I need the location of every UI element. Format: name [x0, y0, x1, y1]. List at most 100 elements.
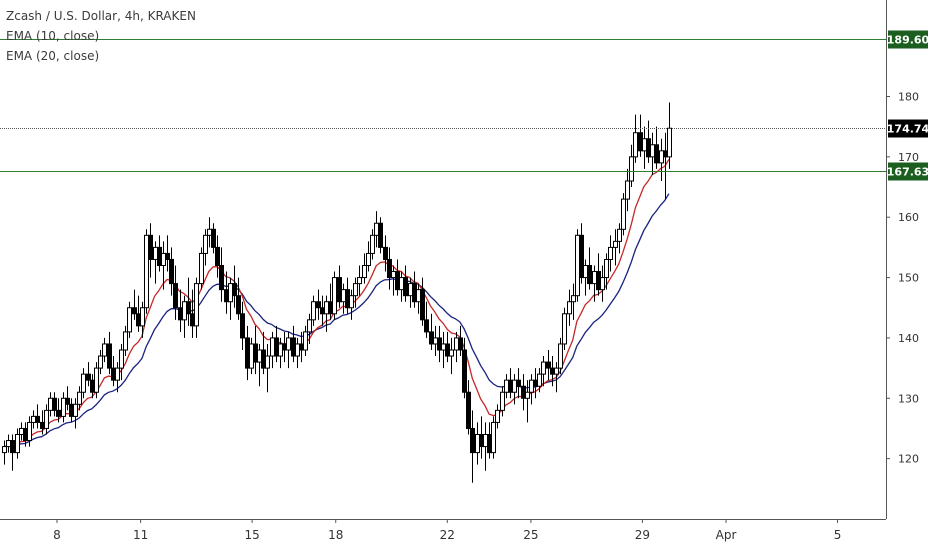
candle-up	[571, 295, 576, 303]
y-tick-label: 170	[898, 151, 919, 164]
candle-down	[86, 373, 91, 381]
candle-down	[470, 427, 475, 454]
candle-up	[366, 252, 371, 267]
candle-up	[583, 265, 588, 279]
candle-down	[337, 277, 342, 303]
candle-down	[320, 307, 325, 315]
candle-up	[270, 337, 275, 357]
candle-down	[646, 138, 651, 158]
x-tick-label: 5	[834, 528, 842, 542]
candle-up	[625, 180, 630, 200]
candle-down	[420, 289, 425, 321]
candle-up	[613, 240, 618, 248]
price-label: 167.63	[887, 166, 929, 179]
candle-up	[2, 446, 7, 454]
candle-up	[504, 379, 509, 393]
candle-up	[667, 127, 672, 158]
candle-up	[73, 403, 78, 417]
candle-down	[638, 132, 643, 152]
candle-up	[621, 198, 626, 230]
candle-up	[295, 343, 300, 357]
candle-down	[245, 337, 250, 369]
candle-up	[541, 361, 546, 375]
candle-up	[500, 391, 505, 411]
x-tick-label: 29	[635, 528, 650, 542]
candle-down	[240, 313, 245, 339]
candle-down	[236, 295, 241, 315]
candle-up	[61, 397, 66, 417]
candle-up	[604, 258, 609, 279]
candle-down	[387, 258, 392, 279]
candle-up	[341, 289, 346, 303]
candle-down	[215, 246, 220, 266]
candle-up	[249, 343, 254, 369]
candle-up	[349, 295, 354, 309]
candle-up	[307, 319, 312, 333]
candle-down	[378, 222, 383, 248]
candle-down	[596, 271, 601, 291]
candle-up	[558, 343, 563, 369]
price-label: 174.74	[887, 123, 930, 136]
candle-down	[274, 337, 279, 357]
candle-down	[253, 343, 258, 363]
candle-down	[445, 343, 450, 357]
candle-up	[642, 138, 647, 152]
candle-down	[466, 391, 471, 429]
candle-down	[224, 289, 229, 303]
candle-up	[115, 367, 120, 381]
candle-down	[282, 343, 287, 351]
candle-down	[136, 313, 141, 327]
candle-up	[491, 421, 496, 454]
candle-up	[102, 343, 107, 357]
candle-up	[391, 271, 396, 279]
candle-up	[278, 343, 283, 357]
candle-down	[90, 379, 95, 393]
y-tick-label: 150	[898, 272, 919, 285]
candle-up	[512, 379, 517, 393]
candle-down	[654, 144, 659, 164]
candle-up	[182, 301, 187, 321]
candle-down	[429, 331, 434, 345]
candle-up	[353, 283, 358, 297]
x-tick-label: 11	[133, 528, 148, 542]
candle-up	[27, 421, 32, 442]
candle-up	[161, 252, 166, 267]
candle-up	[119, 349, 124, 369]
candle-down	[516, 379, 521, 387]
candle-up	[659, 150, 664, 164]
candle-up	[357, 277, 362, 285]
candle-down	[316, 301, 321, 309]
candle-up	[650, 144, 655, 158]
candle-up	[77, 391, 82, 405]
candle-down	[521, 385, 526, 399]
candle-down	[437, 337, 442, 351]
candle-up	[575, 234, 580, 297]
y-tick-label: 120	[898, 453, 919, 466]
candle-up	[15, 434, 20, 454]
candle-up	[19, 427, 24, 436]
candle-down	[157, 246, 162, 266]
candle-down	[169, 258, 174, 285]
candle-up	[199, 252, 204, 285]
candle-down	[383, 246, 388, 260]
y-tick-label: 180	[898, 91, 919, 104]
legend-title: Zcash / U.S. Dollar, 4h, KRAKEN	[6, 9, 196, 23]
candle-down	[178, 307, 183, 321]
candle-up	[140, 307, 145, 327]
candle-down	[261, 349, 266, 369]
candle-down	[508, 379, 513, 393]
candle-down	[219, 265, 224, 291]
candle-up	[332, 277, 337, 315]
candle-up	[617, 228, 622, 242]
candle-up	[408, 283, 413, 297]
candle-down	[403, 277, 408, 297]
candle-down	[462, 349, 467, 393]
candle-down	[23, 427, 28, 442]
candle-up	[629, 156, 634, 182]
price-label: 189.60	[887, 34, 930, 47]
candle-up	[554, 367, 559, 375]
candle-up	[529, 379, 534, 393]
ema-20-line	[3, 193, 670, 448]
candle-down	[10, 440, 15, 454]
